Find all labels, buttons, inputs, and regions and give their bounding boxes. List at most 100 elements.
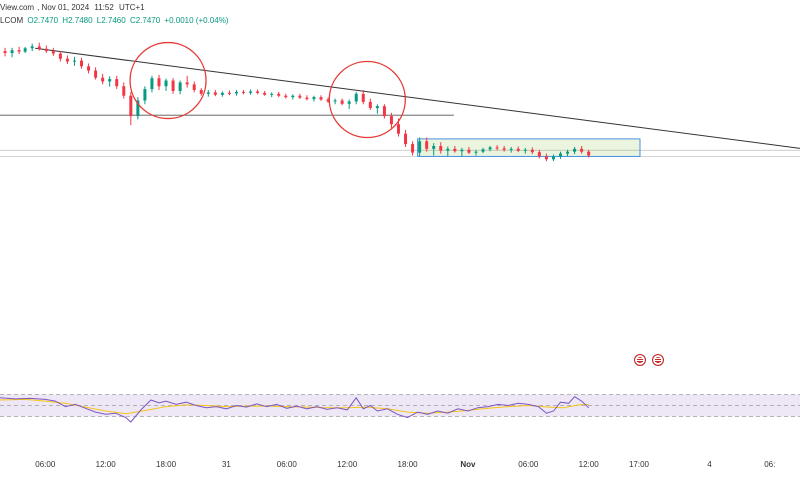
candle-body [439, 146, 443, 151]
us-flag-icon[interactable] [634, 354, 646, 366]
time-tick-label: 17:00 [628, 460, 649, 469]
time-tick-label: 4 [707, 460, 712, 469]
time-tick-label: 06:00 [35, 460, 56, 469]
candle-body [488, 147, 492, 150]
candle-body [80, 60, 84, 67]
time-tick-label: 06:00 [276, 460, 297, 469]
candle-body [234, 91, 238, 94]
candle-body [474, 151, 478, 153]
time-tick-label: 12:00 [95, 460, 116, 469]
candle-body [17, 50, 21, 52]
candle-body [23, 48, 27, 52]
candle-body [277, 93, 281, 96]
candle-body [411, 144, 415, 153]
candle-body [537, 152, 541, 157]
candle-body [227, 92, 231, 94]
candle-body [481, 149, 485, 152]
candle-body [502, 148, 506, 150]
candle-body [108, 79, 112, 82]
candle-body [72, 60, 76, 62]
candle-body [467, 149, 471, 153]
candle-body [368, 101, 372, 109]
candle-body [249, 91, 253, 93]
candle-body [129, 95, 133, 117]
us-flag-icon[interactable] [652, 354, 664, 366]
candle-body [30, 46, 34, 49]
candle-body [37, 46, 41, 49]
candle-body [192, 84, 196, 91]
candle-body [51, 51, 55, 54]
rsi-ma-line [0, 398, 589, 415]
candle-body [270, 93, 274, 95]
candle-body [284, 95, 288, 98]
candle-body [171, 80, 175, 91]
candle-body [199, 90, 203, 94]
candle-body [94, 70, 98, 78]
annotation-circle [328, 60, 406, 139]
candle-body [242, 91, 246, 93]
candle-body [453, 148, 457, 152]
candle-body [523, 149, 527, 151]
candle-body [44, 48, 48, 52]
candle-body [136, 100, 140, 117]
high-value: H2.7480 [62, 16, 93, 25]
candle-body [213, 92, 217, 95]
time-tick-label: 06:00 [518, 460, 539, 469]
candle-body [573, 148, 577, 152]
candle-body [58, 53, 62, 59]
candle-body [347, 101, 351, 104]
candle-body [319, 97, 323, 100]
header-source: View.com [0, 3, 35, 12]
candle-body [396, 124, 400, 134]
candle-body [382, 106, 386, 117]
candle-body [263, 92, 267, 95]
candle-body [157, 78, 161, 87]
candle-body [206, 92, 210, 94]
candle-body [10, 50, 14, 54]
annotation-circle [129, 41, 207, 120]
ohlc-legend: LCOM O2.7470 H2.7480 L2.7460 C2.7470 +0.… [0, 16, 230, 25]
downtrend-line [35, 47, 800, 149]
candle-body [178, 82, 182, 91]
candle-body [101, 77, 105, 82]
time-tick-label: 18:00 [156, 460, 177, 469]
candle-body [495, 147, 499, 149]
time-tick-label: Nov [460, 460, 476, 469]
candle-body [150, 78, 154, 90]
candle-body [115, 79, 119, 87]
header-timezone: UTC+1 [119, 3, 145, 12]
rsi-line [0, 396, 590, 423]
candle-body [312, 97, 316, 100]
symbol-label: LCOM [0, 16, 24, 25]
candle-body [425, 141, 429, 149]
candle-body [566, 151, 570, 154]
candle-body [530, 149, 534, 153]
candle-body [298, 95, 302, 98]
candle-body [122, 86, 126, 96]
candle-body [185, 82, 189, 85]
candle-body [559, 153, 563, 157]
candle-body [432, 146, 436, 149]
candle-body [509, 148, 513, 150]
candle-body [404, 133, 408, 145]
candle-body [291, 95, 295, 98]
candle-body [354, 93, 358, 102]
time-tick-label: 12:00 [578, 460, 599, 469]
consolidation-box [417, 138, 641, 157]
candle-body [551, 156, 555, 160]
low-value: L2.7460 [96, 16, 126, 25]
candle-body [164, 80, 168, 87]
header-date: Nov 01, 2024 [41, 3, 90, 12]
candle-body [361, 93, 365, 102]
candle-body [587, 151, 591, 156]
candle-body [340, 100, 344, 104]
close-value: C2.7470 [129, 16, 161, 25]
candle-body [220, 92, 224, 95]
candle-body [65, 58, 69, 62]
candle-body [446, 148, 450, 151]
change-value: +0.0010 (+0.04%) [164, 16, 229, 25]
time-tick-label: 06: [764, 460, 776, 469]
candle-body [460, 149, 464, 152]
